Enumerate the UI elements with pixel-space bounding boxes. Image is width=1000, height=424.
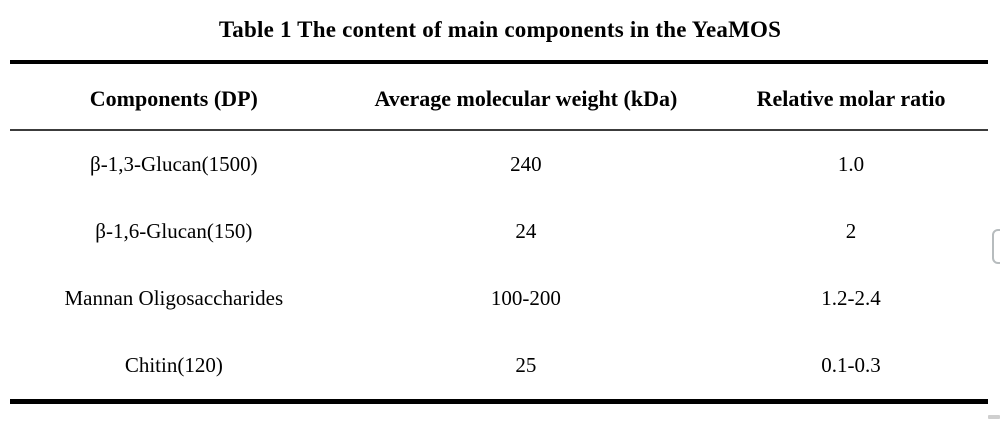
cell-molar-ratio: 0.1-0.3 — [821, 353, 881, 377]
table-caption: Table 1 The content of main components i… — [218, 17, 782, 42]
top-rule — [10, 60, 988, 64]
cell-molecular-weight: 24 — [515, 219, 537, 243]
cell-molecular-weight: 25 — [515, 353, 537, 377]
table-header-row: Components (DP) Average molecular weight… — [10, 64, 988, 129]
header-components-dp: Components (DP) — [89, 86, 258, 111]
components-table: Components (DP) Average molecular weight… — [10, 60, 988, 404]
edge-artifact — [988, 415, 1000, 419]
header-average-molecular-weight: Average molecular weight (kDa) — [374, 86, 678, 111]
cell-molar-ratio: 1.0 — [837, 152, 865, 176]
cell-molecular-weight: 240 — [510, 152, 542, 176]
header-relative-molar-ratio: Relative molar ratio — [756, 86, 946, 111]
table-row: β-1,6-Glucan(150) 24 2 — [10, 198, 988, 265]
cell-component-name: β-1,3-Glucan(1500) — [90, 152, 258, 176]
table-row: β-1,3-Glucan(1500) 240 1.0 — [10, 131, 988, 198]
document-page: Table 1 The content of main components i… — [0, 16, 1000, 419]
table-row: Mannan Oligosaccharides 100-200 1.2-2.4 — [10, 265, 988, 332]
cell-molar-ratio: 2 — [845, 219, 857, 243]
cell-component-name: Chitin(120) — [124, 353, 223, 377]
cell-component-name: β-1,6-Glucan(150) — [95, 219, 253, 243]
cell-component-name: Mannan Oligosaccharides — [64, 286, 284, 310]
clipped-edge-widget — [992, 229, 1000, 264]
table-row: Chitin(120) 25 0.1-0.3 — [10, 332, 988, 399]
cell-molecular-weight: 100-200 — [490, 286, 561, 310]
cell-molar-ratio: 1.2-2.4 — [821, 286, 881, 310]
header-rule — [10, 129, 988, 131]
bottom-rule — [10, 399, 988, 404]
